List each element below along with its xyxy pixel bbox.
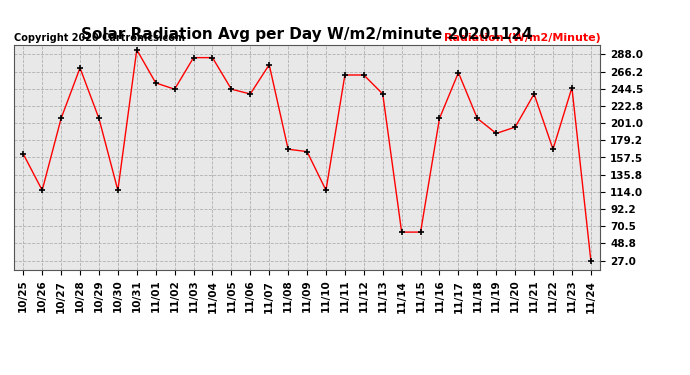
Title: Solar Radiation Avg per Day W/m2/minute 20201124: Solar Radiation Avg per Day W/m2/minute … (81, 27, 533, 42)
Text: Copyright 2020 Cartronics.com: Copyright 2020 Cartronics.com (14, 33, 185, 43)
Text: Radiation (W/m2/Minute): Radiation (W/m2/Minute) (444, 33, 600, 43)
